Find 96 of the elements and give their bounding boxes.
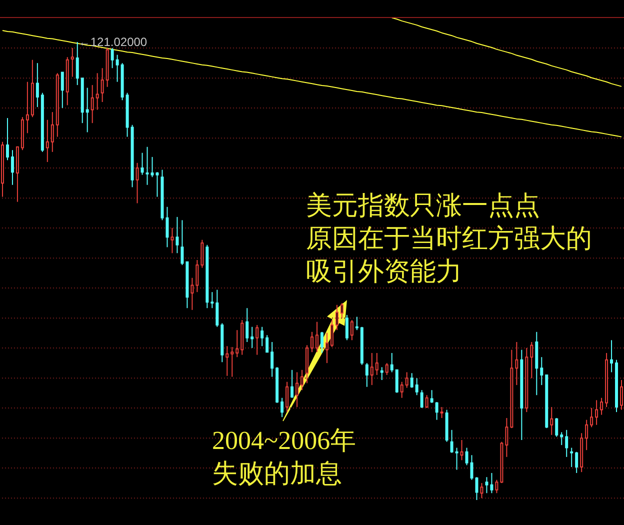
candlestick [540, 356, 544, 386]
candlestick [340, 302, 344, 319]
candlestick [560, 432, 564, 446]
candlestick [380, 366, 384, 381]
candlestick [26, 81, 29, 134]
candlestick [290, 369, 294, 398]
candlestick [226, 346, 229, 376]
candlestick [335, 304, 338, 331]
candlestick [610, 340, 614, 373]
candlestick [190, 277, 194, 310]
candlestick [315, 321, 318, 353]
candlestick [355, 316, 358, 331]
candlestick [270, 341, 274, 378]
candlestick [176, 216, 179, 254]
candlestick [475, 476, 478, 500]
candlestick [420, 390, 424, 408]
candlestick [60, 72, 64, 108]
candlestick [590, 407, 594, 428]
candlestick [260, 326, 264, 347]
candlestick [50, 112, 54, 152]
candlestick [385, 362, 388, 376]
candlestick [180, 220, 184, 266]
candlestick [405, 372, 408, 388]
candlestick [565, 429, 568, 458]
candlestick [310, 331, 314, 353]
candlestick [370, 352, 374, 386]
annotation: 失败的加息 [212, 459, 342, 488]
candlestick [300, 369, 304, 391]
candlestick [236, 330, 239, 358]
candlestick [46, 119, 49, 162]
candlestick [550, 406, 554, 436]
candlestick [345, 314, 348, 341]
candlestick [296, 372, 299, 408]
candlestick [196, 260, 199, 293]
annotation: 2004~2006年 [212, 426, 356, 455]
candlestick [435, 401, 438, 420]
candlestick [440, 406, 444, 419]
candlestick [530, 341, 534, 379]
candlestick [76, 42, 79, 86]
candlestick [330, 320, 334, 348]
candlestick [6, 118, 9, 161]
candlestick [110, 47, 114, 69]
candlestick [266, 334, 269, 353]
candlestick [136, 162, 139, 204]
candlestick [70, 47, 74, 78]
candlestick [570, 447, 574, 468]
candlestick [390, 352, 394, 373]
candlestick [395, 369, 398, 394]
annotation: 吸引外资能力 [306, 257, 462, 286]
candlestick [140, 152, 144, 176]
candlestick [96, 72, 99, 110]
candlestick [246, 308, 249, 342]
candlestick [400, 381, 404, 398]
candlestick [480, 482, 484, 499]
candlestick [36, 62, 39, 108]
annotation: 美元指数只涨一点点 [306, 191, 540, 220]
candlestick [585, 419, 588, 451]
candlestick [455, 447, 458, 470]
candlestick [146, 146, 149, 186]
candlestick [505, 418, 508, 458]
candlestick [116, 54, 119, 82]
candlestick [460, 440, 464, 461]
candlestick [90, 84, 94, 124]
candlestick [100, 68, 104, 102]
candlestick [575, 451, 578, 474]
candlestick [10, 150, 14, 186]
candlestick [485, 476, 488, 494]
annotation: ←121.02000 [78, 35, 148, 49]
candlestick [216, 289, 219, 328]
candlestick [365, 362, 368, 388]
candlestick [410, 372, 414, 388]
candlestick [280, 397, 284, 418]
candlestick [555, 418, 558, 438]
annotation: 原因在于当时红方强大的 [306, 224, 592, 253]
candlestick [415, 378, 418, 396]
candlestick [495, 479, 498, 494]
candlestick [230, 346, 234, 378]
candlestick [320, 331, 324, 354]
candlestick [250, 326, 254, 348]
candlestick [430, 390, 434, 404]
candlestick [170, 227, 174, 254]
candlestick [515, 341, 518, 386]
candlestick [350, 320, 354, 341]
candlestick [600, 397, 604, 416]
candlestick [425, 394, 428, 408]
candlestick [86, 87, 89, 133]
candlestick [375, 352, 378, 376]
candlestick [286, 381, 289, 413]
candlestick [210, 292, 214, 309]
candlestick [200, 239, 204, 268]
candlestick [595, 400, 598, 426]
candlestick [450, 429, 454, 454]
candlestick [490, 472, 494, 494]
candlestick [256, 324, 259, 356]
candlestick [325, 332, 328, 364]
candlestick [166, 206, 169, 248]
